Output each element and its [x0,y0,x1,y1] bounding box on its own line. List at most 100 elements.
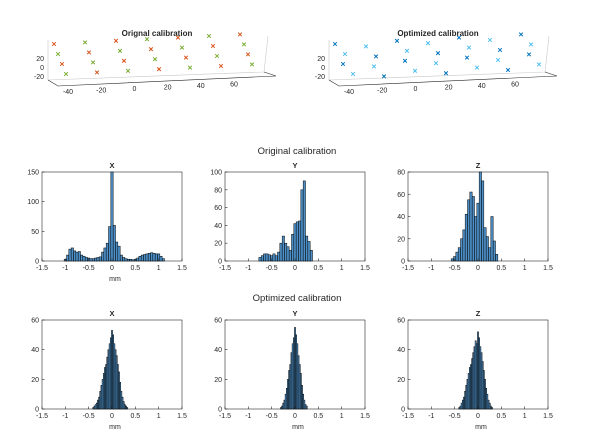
x-tick-label: 0 [293,265,297,272]
calibration-point-marker [474,65,480,70]
histogram-bar [302,180,306,262]
histogram-bar [291,234,295,262]
x-tick-label: -1 [428,413,434,420]
calibration-point-marker [245,52,251,57]
histogram-bar [91,258,95,262]
histogram-bar [485,236,489,262]
histogram-bar [89,258,93,262]
histogram-bar [152,253,156,262]
x-axis-label: mm [475,424,487,431]
histogram-bar [457,247,461,262]
section-title-original: Original calibration [258,146,337,157]
histogram-bar [483,227,487,262]
calibration-point-marker [425,41,431,46]
x-tick-label: 1.5 [543,413,553,420]
histogram-bar [110,171,114,262]
histogram-bar [298,220,302,262]
histogram-bar [481,180,485,262]
calibration-point-marker [402,58,408,63]
y-tick-label: 40 [214,223,222,230]
histogram-bar [474,216,478,262]
calibration-point-marker [156,67,162,72]
histogram-bar [96,257,100,262]
histogram-bar [98,256,102,262]
histogram-bar [150,252,154,262]
x-tick-label: -1.5 [402,413,414,420]
calibration-point-marker [117,48,123,53]
histogram-bar [284,242,288,262]
section-title-optimized: Optimized calibration [253,293,342,304]
subplot-title: Y [292,161,297,170]
calibration-point-marker [394,38,400,43]
histogram-bar [293,223,297,262]
axes-3d-baseline [47,71,277,87]
calibration-point-marker [82,40,88,45]
histogram-bar [305,405,308,410]
histogram-y-optimized: Y -1.5 -1 -0.5 0 0.5 1 1.5 0 20 40 60 mm [214,309,370,431]
y-tick-label: 40 [214,347,222,354]
calibration-point-marker [342,51,348,57]
histogram-bar [286,246,290,262]
calibration-point-marker [183,55,189,60]
axes-3d-frame [47,35,269,81]
histogram-bar [455,251,459,262]
histogram-bar [117,245,121,262]
histogram-bar [75,251,79,262]
x-tick-label: -1.5 [402,265,414,272]
calibration-point-marker [435,51,441,56]
y-tick-label: 20 [214,241,222,248]
histogram-bar [126,407,129,410]
x-tick-label: -1 [245,265,251,272]
x-tick-label: 0 [110,265,114,272]
calibration-point-marker [404,48,410,53]
subplot-title: X [109,309,114,318]
y-tick-label: 80 [397,170,405,177]
histogram-bar [492,240,496,262]
x-tick-label: -1 [428,265,434,272]
calibration-point-marker [94,70,100,75]
x-tick-3d: 60 [511,82,519,89]
x-tick-3d: 0 [132,86,136,93]
z-tick-3d: 20 [317,56,325,63]
x-tick-label: 1 [523,265,527,272]
histogram-bar [147,253,151,262]
histogram-bar [84,257,88,262]
calibration-point-marker [363,44,369,49]
histogram-x-original: X -1.5 -1 -0.5 0 0.5 1 1.5 0 50 100 150 mm [27,161,187,283]
y-tick-label: 40 [397,214,405,221]
calibration-point-marker [237,32,243,37]
subplot-title: Z [476,161,481,170]
y-tick-label: 40 [397,347,405,354]
y-tick-label: 0 [401,407,405,414]
x-tick-label: 1 [340,265,344,272]
x-tick-label: 0 [476,265,480,272]
calibration-point-marker [350,71,356,77]
calibration-point-marker [456,35,462,40]
calibration-point-marker [144,37,150,42]
calibration-point-marker [497,47,503,53]
z-tick-3d: 0 [321,65,325,72]
y-tick-label: 0 [35,407,39,414]
histogram-bar [462,229,466,262]
calibration-point-marker [63,71,69,77]
x-tick-label: -1 [62,413,68,420]
histogram-bar [103,247,107,262]
axes-3d-frame [328,35,550,81]
y-tick-label: 60 [31,318,39,325]
histogram-bar [295,221,299,262]
y-tick-label: 20 [397,377,405,384]
y-tick-label: 0 [218,259,222,266]
x-tick-label: 0 [110,413,114,420]
histogram-bar [258,257,262,262]
calibration-point-marker [175,35,181,40]
x-tick-3d: -20 [96,88,106,95]
x-tick-label: 0.5 [496,413,506,420]
histogram-bar [119,254,123,262]
histogram-bar [305,235,309,262]
calibration-point-marker [148,47,154,52]
y-tick-label: 20 [397,236,405,243]
histogram-bar [471,196,475,262]
calibration-point-marker [443,71,449,76]
y-tick-label: 20 [31,377,39,384]
